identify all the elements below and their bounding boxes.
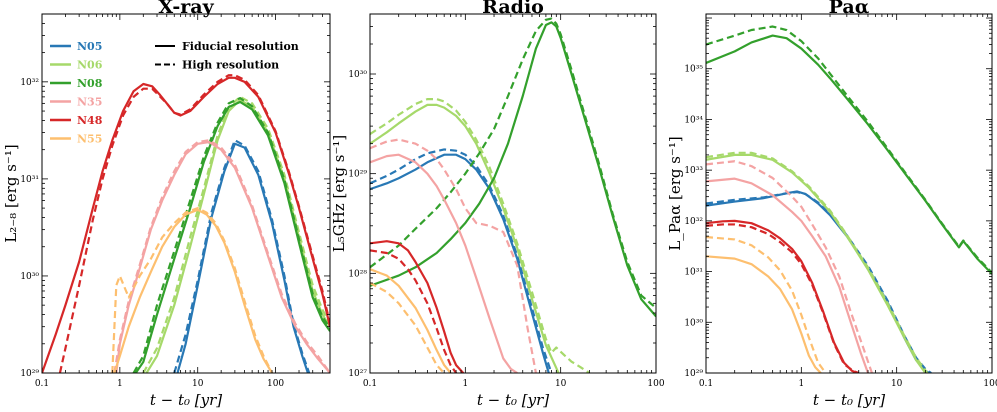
xray-line-n35-fiducial — [115, 140, 330, 373]
paa-ytick-label: 10²⁹ — [684, 369, 703, 379]
paa-line-n05-high-res — [706, 190, 932, 373]
legend-label-n48: N48 — [77, 114, 103, 127]
paa-line-n35-high-res — [706, 160, 873, 373]
radio-xlabel: t − t₀ [yr] — [477, 391, 549, 409]
legend-label-n06: N06 — [77, 59, 103, 72]
xray-series-group — [42, 74, 330, 373]
legend: N05 N06 N08 N35 N48 N55 Fiducial resolution Hig… — [50, 40, 299, 146]
legend-label-n55: N55 — [77, 133, 102, 146]
radio-line-n35-fiducial — [370, 153, 518, 373]
xray-ytick-label: 10³² — [20, 78, 39, 88]
paa-line-n55-high-res — [706, 235, 827, 373]
paa-ytick-label: 10³⁴ — [684, 115, 703, 125]
legend-style-label: High resolution — [182, 59, 279, 72]
radio-xtick-label: 1 — [462, 379, 468, 389]
paa-line-n55-fiducial — [706, 255, 822, 373]
paa-xtick-label: 1 — [798, 379, 804, 389]
paa-title: Paα — [829, 0, 870, 18]
paa-xtick-label: 0.1 — [699, 379, 713, 389]
xray-ytick-label: 10³¹ — [20, 175, 39, 185]
paa-line-n48-high-res — [706, 223, 860, 373]
paa-ylabel: L_Paα [erg s⁻¹] — [666, 136, 684, 250]
xray-line-n08-high-res — [132, 96, 330, 373]
paa-series-group — [706, 25, 992, 373]
paa-xtick-label: 10 — [891, 379, 903, 389]
radio-xtick-label: 0.1 — [363, 379, 377, 389]
paa-xtick-label: 100 — [983, 379, 997, 389]
radio-title: Radio — [482, 0, 544, 18]
xray-line-n48-high-res — [58, 74, 330, 373]
radio-xtick-label: 10 — [555, 379, 567, 389]
xray-title: X-ray — [158, 0, 214, 18]
xray-ytick-label: 10³⁰ — [20, 272, 39, 282]
legend-label-n08: N08 — [77, 77, 103, 90]
paa-line-n06-fiducial — [706, 153, 927, 373]
xray-line-n06-high-res — [142, 95, 330, 373]
xray-ytick-label: 10²⁹ — [20, 369, 39, 379]
paa-xlabel: t − t₀ [yr] — [813, 391, 885, 409]
paa-line-n35-fiducial — [706, 177, 870, 373]
radio-xtick-label: 100 — [647, 379, 664, 389]
radio-line-n08-high-res — [370, 17, 656, 309]
xray-xtick-label: 1 — [117, 379, 123, 389]
radio-line-n48-high-res — [370, 249, 457, 373]
radio-line-n48-fiducial — [370, 240, 465, 373]
paa-ytick-label: 10³⁰ — [684, 318, 703, 328]
xray-xtick-label: 10 — [192, 379, 204, 389]
paa-ytick-label: 10³⁵ — [684, 65, 703, 75]
radio-ytick-label: 10²⁷ — [348, 369, 367, 379]
legend-label-n05: N05 — [77, 40, 102, 53]
paa-ytick-label: 10³³ — [684, 166, 703, 176]
xray-xlabel: t − t₀ [yr] — [150, 391, 222, 409]
xray-line-n05-fiducial — [176, 142, 309, 373]
radio-line-n05-fiducial — [370, 153, 550, 373]
radio-ytick-label: 10³⁰ — [348, 70, 367, 80]
radio-line-n35-high-res — [370, 138, 537, 373]
paa-ytick-label: 10³¹ — [684, 268, 703, 278]
xray-line-n55-fiducial — [113, 208, 273, 373]
xray-panel: 0.1 1 10 100 10²⁹ 10³⁰ 10³¹ 10³² X-ray t − t₀ [yr… — [2, 0, 331, 409]
legend-label-n35: N35 — [77, 96, 102, 109]
radio-panel: 0.1 1 10 100 10²⁷ 10²⁸ 10²⁹ 10³⁰ Radio t − t₀ [yr… — [330, 0, 665, 409]
xray-ylabel: L₂₋₈ [erg s⁻¹] — [2, 144, 20, 242]
paa-axes-frame — [705, 13, 993, 374]
radio-ylabel: L₅GHz [erg s⁻¹] — [330, 135, 348, 252]
radio-line-n08-fiducial — [370, 21, 656, 318]
paa-line-n06-high-res — [706, 151, 929, 373]
radio-series-group — [370, 17, 656, 373]
radio-line-n06-fiducial — [370, 103, 560, 373]
radio-ytick-label: 10²⁸ — [348, 269, 367, 279]
xray-xtick-label: 0.1 — [35, 379, 49, 389]
legend-style-label: Fiducial resolution — [182, 40, 299, 53]
paa-ytick-label: 10³² — [684, 217, 703, 227]
radio-line-n05-high-res — [370, 148, 553, 373]
paa-line-n05-fiducial — [706, 190, 930, 373]
radio-line-n55-fiducial — [370, 268, 452, 373]
xray-xtick-label: 100 — [267, 379, 284, 389]
radio-ytick-label: 10²⁹ — [348, 170, 367, 180]
paa-panel: 0.1 1 10 100 10²⁹ 10³⁰ 10³¹ 10³² 10³³ 10³⁴ 10³⁵ Paα… — [666, 0, 997, 409]
xray-line-n35-high-res — [113, 139, 330, 373]
radio-line-n06-high-res — [370, 98, 590, 373]
radio-axes-frame — [369, 13, 657, 374]
paa-line-n08-high-res — [706, 25, 992, 274]
